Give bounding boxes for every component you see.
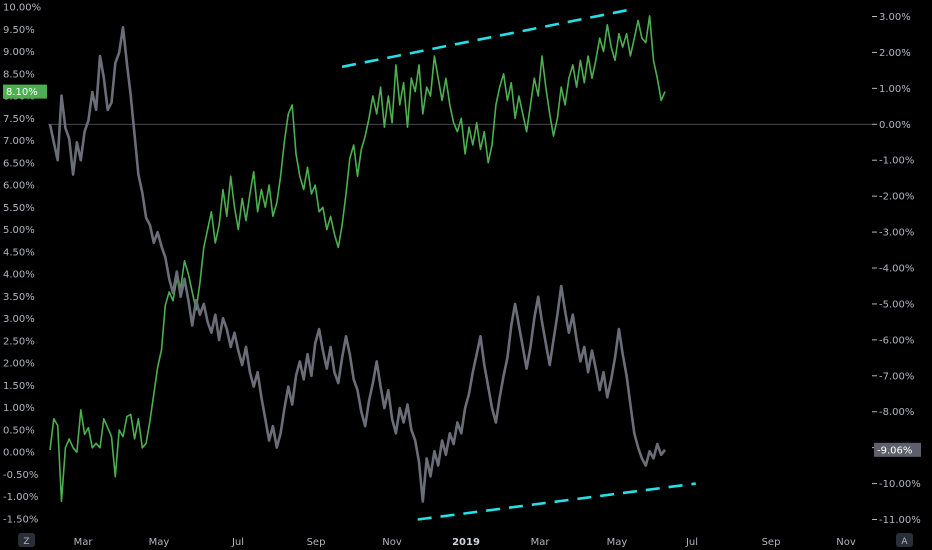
time-axis-label: Jul bbox=[231, 537, 244, 548]
time-axis-label: May bbox=[149, 537, 170, 548]
left-axis-tick: -1.00% bbox=[3, 492, 38, 503]
left-axis-tick: 4.00% bbox=[3, 270, 35, 281]
right-price-axis[interactable]: 3.00% 2.00% 1.00% 0.00% -1.00% -2.00% -3.00% -4… bbox=[872, 12, 921, 526]
left-axis-tick: 0.50% bbox=[3, 425, 35, 436]
left-axis-tick: -0.50% bbox=[3, 470, 38, 481]
left-last-value-text: 8.10% bbox=[6, 87, 38, 98]
left-axis-tick: 0.00% bbox=[3, 448, 35, 459]
left-axis-tick: 7.50% bbox=[3, 114, 35, 125]
left-axis-tick: 10.00% bbox=[3, 3, 41, 14]
auto-scale-label: A bbox=[901, 537, 908, 547]
right-last-value-badge bbox=[874, 442, 921, 457]
left-last-value-badge bbox=[3, 84, 47, 99]
left-axis-tick: 5.50% bbox=[3, 203, 35, 214]
time-axis-label: Nov bbox=[836, 537, 856, 548]
trendline-1[interactable] bbox=[341, 8, 632, 69]
right-last-value-text: -9.06% bbox=[877, 445, 912, 456]
left-axis-tick: 1.50% bbox=[3, 381, 35, 392]
left-axis-tick: 7.00% bbox=[3, 136, 35, 147]
left-axis-tick: 5.00% bbox=[3, 225, 35, 236]
left-axis-tick: 1.00% bbox=[3, 403, 35, 414]
right-axis-tick: -4.00% bbox=[879, 264, 914, 275]
left-axis-tick: 9.50% bbox=[3, 25, 35, 36]
left-axis-tick: 2.50% bbox=[3, 336, 35, 347]
left-axis-tick: 2.00% bbox=[3, 359, 35, 370]
time-axis-label: Mar bbox=[531, 537, 551, 548]
left-axis-tick: 8.50% bbox=[3, 69, 35, 80]
right-axis-tick: 2.00% bbox=[879, 48, 911, 59]
right-axis-tick: -7.00% bbox=[879, 371, 914, 382]
left-axis-tick: -1.50% bbox=[3, 515, 38, 526]
scale-z-button[interactable]: Z bbox=[18, 533, 35, 547]
right-axis-tick: -2.00% bbox=[879, 192, 914, 203]
time-axis[interactable]: Mar May Jul Sep Nov 2019 Mar May Jul Sep Nov bbox=[74, 537, 856, 548]
series-layer bbox=[48, 15, 667, 503]
time-axis-label: Mar bbox=[74, 537, 94, 548]
left-axis-tick: 6.50% bbox=[3, 158, 35, 169]
time-axis-label: Jul bbox=[685, 537, 698, 548]
right-axis-tick: -11.00% bbox=[879, 515, 921, 526]
time-axis-label: 2019 bbox=[452, 537, 480, 548]
left-axis-tick: 9.00% bbox=[3, 47, 35, 58]
scale-z-button-bg bbox=[18, 533, 35, 547]
left-axis-tick: 3.50% bbox=[3, 292, 35, 303]
right-axis-tick: -10.00% bbox=[879, 479, 921, 490]
right-axis-tick: -5.00% bbox=[879, 299, 914, 310]
series-line-2 bbox=[48, 25, 667, 503]
series-line-1 bbox=[49, 15, 666, 503]
time-axis-label: May bbox=[607, 537, 628, 548]
trendline-layer[interactable] bbox=[341, 8, 696, 521]
time-axis-label: Nov bbox=[382, 537, 402, 548]
right-axis-tick: 1.00% bbox=[879, 84, 911, 95]
left-axis-tick: 3.00% bbox=[3, 314, 35, 325]
right-axis-tick: -1.00% bbox=[879, 156, 914, 167]
time-axis-label: Sep bbox=[307, 537, 326, 548]
left-axis-tick: 6.00% bbox=[3, 181, 35, 192]
right-axis-tick: -6.00% bbox=[879, 335, 914, 346]
trendline-2[interactable] bbox=[417, 482, 696, 521]
time-axis-label: Sep bbox=[762, 537, 781, 548]
right-axis-tick: -3.00% bbox=[879, 228, 914, 239]
left-axis-tick: 4.50% bbox=[3, 247, 35, 258]
right-axis-tick: 3.00% bbox=[879, 12, 911, 23]
auto-scale-button[interactable]: A bbox=[896, 533, 913, 547]
right-axis-tick: -8.00% bbox=[879, 407, 914, 418]
last-value-labels: 8.10% -9.06% bbox=[3, 84, 921, 457]
scale-z-label: Z bbox=[23, 537, 29, 547]
right-axis-tick: 0.00% bbox=[879, 120, 911, 131]
auto-scale-button-bg bbox=[896, 533, 913, 547]
